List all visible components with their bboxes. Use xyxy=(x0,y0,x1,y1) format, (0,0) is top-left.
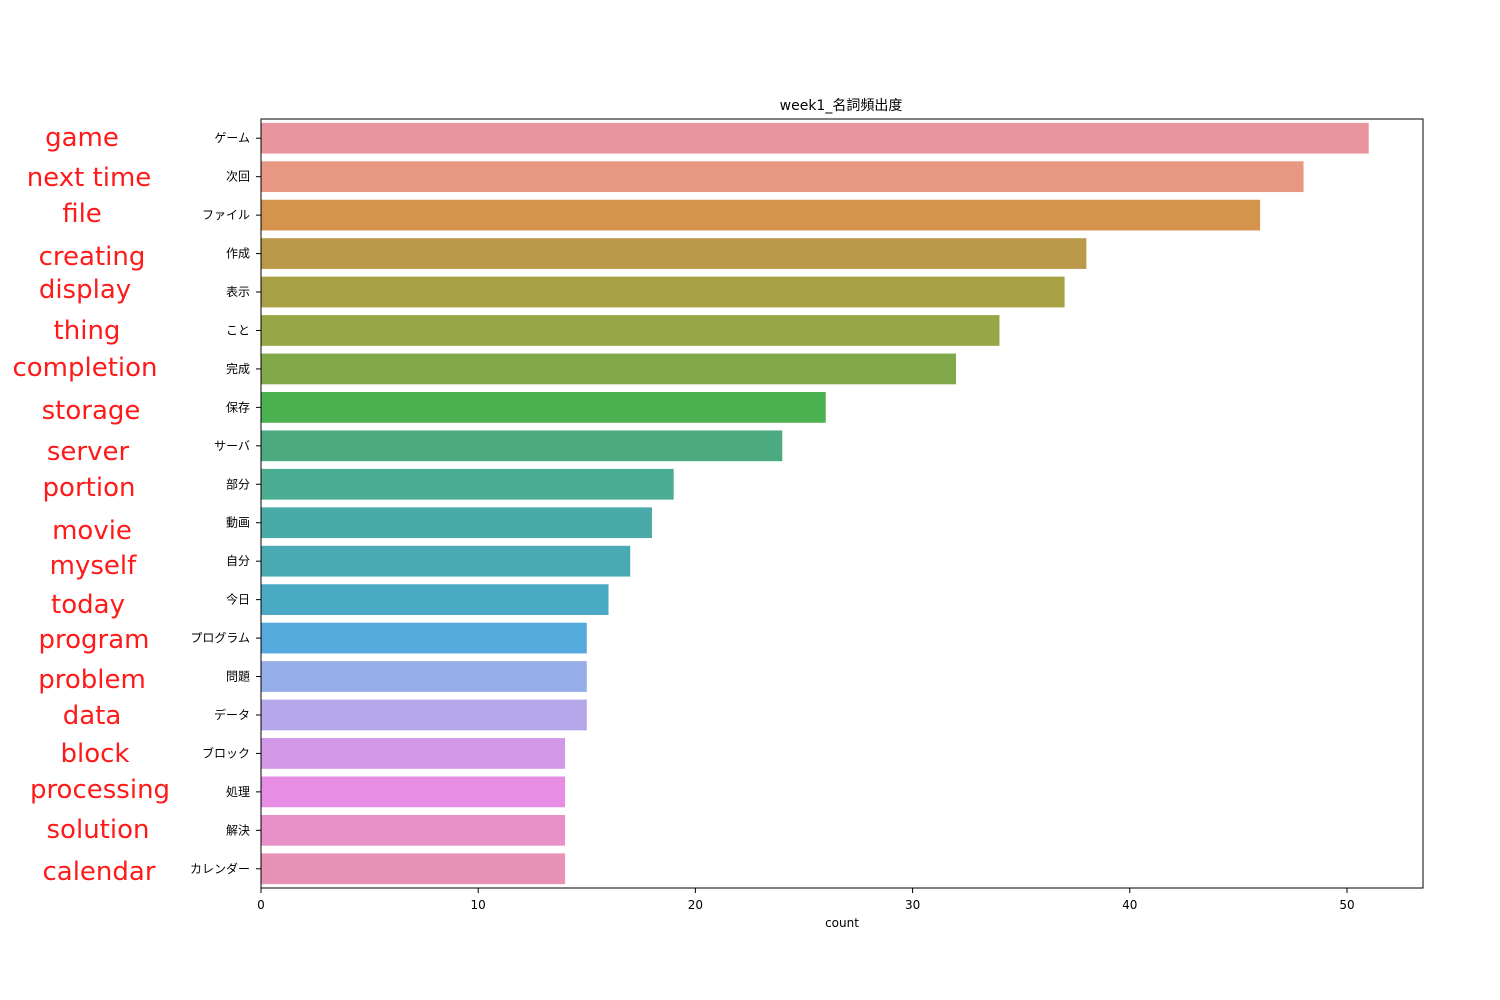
y-tick-label: 部分 xyxy=(226,476,250,491)
bar xyxy=(261,353,957,385)
annotation-label: processing xyxy=(30,775,170,805)
x-tick-label: 50 xyxy=(1339,898,1354,912)
y-tick-label: ファイル xyxy=(202,208,250,222)
annotation-label: program xyxy=(39,625,150,655)
y-tick-label: 完成 xyxy=(226,361,250,376)
annotation-label: server xyxy=(47,437,130,467)
annotation-label: completion xyxy=(12,353,157,383)
x-axis-title: count xyxy=(825,916,859,930)
annotation-label: myself xyxy=(50,551,137,581)
bar xyxy=(261,584,609,616)
bar xyxy=(261,391,826,423)
y-tick-label: 作成 xyxy=(226,247,250,261)
annotation-label: solution xyxy=(47,815,150,845)
annotation-label: portion xyxy=(43,473,136,503)
bar xyxy=(261,699,587,731)
y-tick-label: 自分 xyxy=(226,554,250,568)
annotation-label: movie xyxy=(52,516,132,546)
chart-title: week1_名詞頻出度 xyxy=(780,98,903,114)
bar xyxy=(261,622,587,654)
y-tick-label: プログラム xyxy=(190,631,250,645)
bar xyxy=(261,238,1087,269)
y-tick-label: カレンダー xyxy=(190,861,250,876)
bar xyxy=(261,776,566,808)
y-tick-label: 問題 xyxy=(226,670,250,684)
bar xyxy=(261,199,1261,231)
x-tick-label: 0 xyxy=(257,898,265,912)
x-tick-label: 20 xyxy=(688,898,703,912)
bar xyxy=(261,315,1000,346)
annotation-label: data xyxy=(63,701,122,731)
annotation-label: next time xyxy=(27,163,152,193)
annotation-label: today xyxy=(51,590,125,620)
annotation-label: display xyxy=(39,275,131,305)
annotation-label: calendar xyxy=(42,857,155,887)
annotation-label: thing xyxy=(54,316,121,346)
plot-frame xyxy=(260,118,1424,889)
bar xyxy=(261,661,587,692)
y-tick-label: データ xyxy=(214,707,250,722)
bar xyxy=(261,545,631,577)
bar xyxy=(261,161,1304,193)
bar xyxy=(261,468,674,500)
annotation-label: creating xyxy=(39,242,146,272)
y-tick-label: ブロック xyxy=(202,745,250,760)
x-tick-label: 40 xyxy=(1122,898,1137,912)
annotation-label: block xyxy=(61,739,130,769)
y-tick-label: 表示 xyxy=(226,285,250,299)
bar xyxy=(261,507,652,539)
y-tick-label: 今日 xyxy=(226,592,250,607)
y-tick-label: ゲーム xyxy=(214,131,250,145)
annotation-label: file xyxy=(62,199,102,229)
y-tick-label: 保存 xyxy=(226,400,250,414)
bar xyxy=(261,853,566,885)
annotation-label: game xyxy=(45,123,119,153)
bar xyxy=(261,738,566,769)
bar xyxy=(261,122,1369,154)
y-tick-label: サーバ xyxy=(214,439,250,453)
y-tick-label: 動画 xyxy=(226,516,250,530)
x-tick-label: 10 xyxy=(471,898,486,912)
annotation-label: storage xyxy=(42,396,141,426)
y-tick-label: 処理 xyxy=(226,785,250,799)
y-tick-label: 次回 xyxy=(226,170,250,184)
bar xyxy=(261,814,566,846)
y-tick-label: こと xyxy=(226,323,250,337)
x-tick-label: 30 xyxy=(905,898,920,912)
annotation-label: problem xyxy=(38,665,146,695)
bar xyxy=(261,430,783,462)
y-tick-label: 解決 xyxy=(226,823,250,837)
bar xyxy=(261,276,1065,308)
